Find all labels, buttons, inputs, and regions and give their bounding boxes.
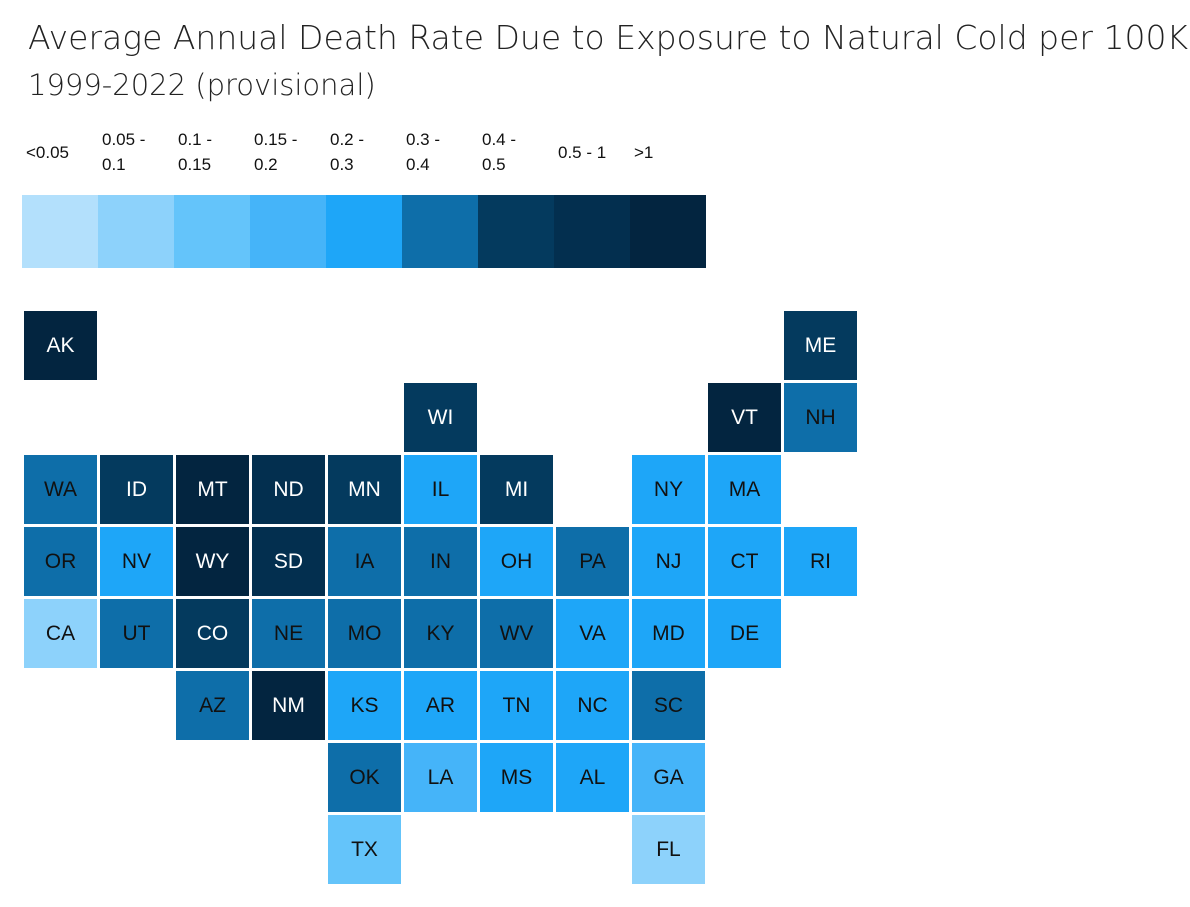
state-tile-ak: AK (24, 311, 97, 380)
legend-label: 0.15 -0.2 (254, 130, 298, 174)
legend-label: 0.1 -0.15 (178, 130, 213, 174)
state-tile-ar: AR (404, 671, 477, 740)
state-tile-nc: NC (556, 671, 629, 740)
state-tile-mt: MT (176, 455, 249, 524)
state-tile-vt: VT (708, 383, 781, 452)
legend-label: 0.05 -0.1 (102, 130, 146, 174)
legend-label: >1 (634, 142, 654, 162)
state-tile-mi: MI (480, 455, 553, 524)
state-tile-mo: MO (328, 599, 401, 668)
legend-swatch (22, 195, 98, 268)
legend-label: 0.5 - 1 (558, 142, 607, 162)
state-tile-me: ME (784, 311, 857, 380)
state-tile-oh: OH (480, 527, 553, 596)
legend-label: <0.05 (26, 142, 70, 162)
state-tile-nd: ND (252, 455, 325, 524)
state-tile-la: LA (404, 743, 477, 812)
state-tile-co: CO (176, 599, 249, 668)
legend-swatch (326, 195, 402, 268)
state-tile-ok: OK (328, 743, 401, 812)
state-tile-sd: SD (252, 527, 325, 596)
legend-swatch (402, 195, 478, 268)
state-tile-az: AZ (176, 671, 249, 740)
legend-swatch (478, 195, 554, 268)
state-tile-ri: RI (784, 527, 857, 596)
state-tile-wv: WV (480, 599, 553, 668)
state-tile-ga: GA (632, 743, 705, 812)
state-tile-id: ID (100, 455, 173, 524)
state-tile-de: DE (708, 599, 781, 668)
legend-label: 0.4 -0.5 (482, 130, 517, 174)
legend-swatch (554, 195, 630, 268)
state-tile-or: OR (24, 527, 97, 596)
state-tile-tx: TX (328, 815, 401, 884)
state-tile-ky: KY (404, 599, 477, 668)
chart-subtitle: 1999-2022 (provisional) (28, 68, 376, 102)
state-tile-nh: NH (784, 383, 857, 452)
legend-swatch (174, 195, 250, 268)
state-tile-fl: FL (632, 815, 705, 884)
state-tile-ne: NE (252, 599, 325, 668)
state-tile-ks: KS (328, 671, 401, 740)
chart-title: Average Annual Death Rate Due to Exposur… (28, 18, 1189, 57)
state-tile-va: VA (556, 599, 629, 668)
legend-swatch (630, 195, 706, 268)
state-tile-tn: TN (480, 671, 553, 740)
state-tile-nm: NM (252, 671, 325, 740)
state-tile-sc: SC (632, 671, 705, 740)
state-tile-ma: MA (708, 455, 781, 524)
state-tile-ca: CA (24, 599, 97, 668)
state-tile-wy: WY (176, 527, 249, 596)
state-tile-ct: CT (708, 527, 781, 596)
state-tile-ms: MS (480, 743, 553, 812)
legend-swatch (250, 195, 326, 268)
state-tile-md: MD (632, 599, 705, 668)
state-tile-wa: WA (24, 455, 97, 524)
state-tile-al: AL (556, 743, 629, 812)
legend-label: 0.3 -0.4 (406, 130, 441, 174)
state-tile-ia: IA (328, 527, 401, 596)
state-tile-ut: UT (100, 599, 173, 668)
state-tile-pa: PA (556, 527, 629, 596)
state-tile-mn: MN (328, 455, 401, 524)
state-tile-wi: WI (404, 383, 477, 452)
state-tile-il: IL (404, 455, 477, 524)
state-tile-nj: NJ (632, 527, 705, 596)
state-tile-nv: NV (100, 527, 173, 596)
legend-label: 0.2 -0.3 (330, 130, 365, 174)
state-tile-ny: NY (632, 455, 705, 524)
state-tile-in: IN (404, 527, 477, 596)
legend-swatch (98, 195, 174, 268)
